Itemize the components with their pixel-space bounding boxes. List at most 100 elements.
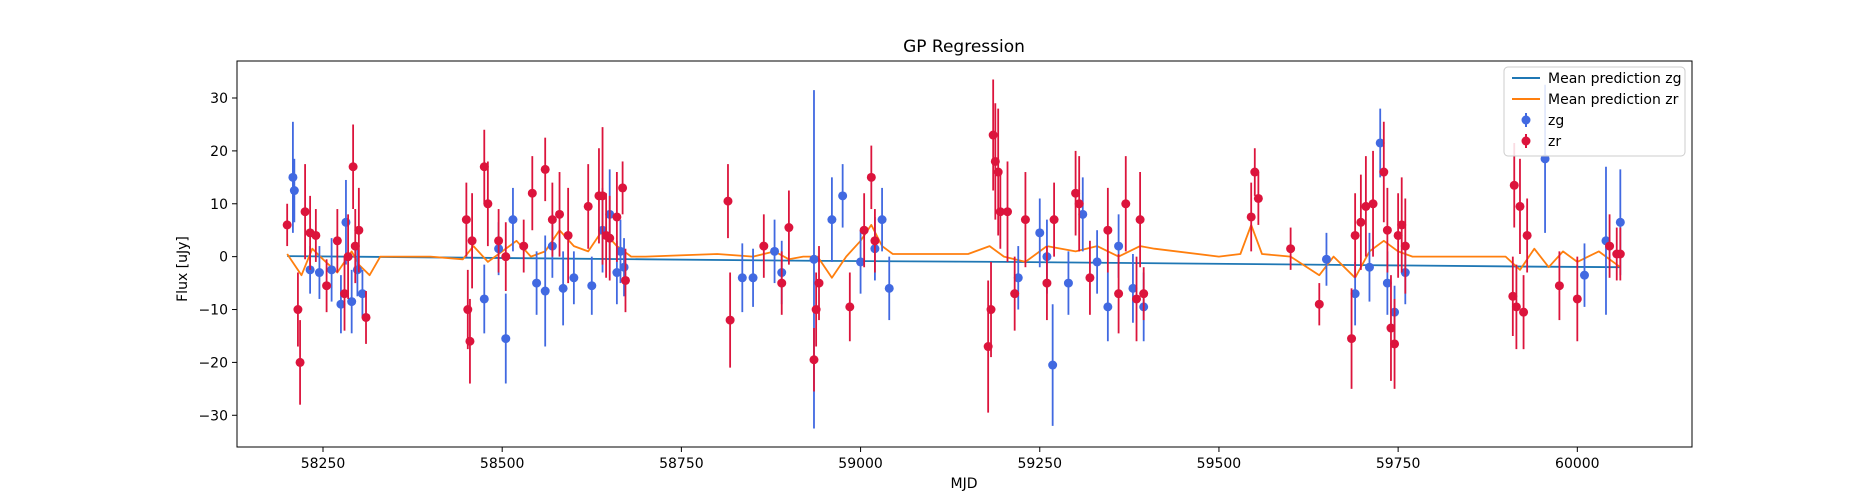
data-point [615, 246, 625, 256]
data-point [587, 281, 597, 291]
data-point [1605, 241, 1615, 251]
data-point [508, 215, 518, 225]
data-point [1382, 278, 1392, 288]
legend-frame [1503, 66, 1686, 157]
data-point [336, 299, 346, 309]
data-point [1511, 302, 1521, 312]
data-point [859, 225, 869, 235]
legend-label-zg-points: zg [1548, 113, 1564, 129]
data-point [501, 334, 511, 344]
data-point [605, 233, 615, 243]
axes: 58250 58500 58750 59000 59250 59500 59750 60000… [198, 60, 1693, 472]
data-point [1286, 244, 1296, 254]
x-tick-label: 58250 [301, 456, 346, 472]
data-point [479, 162, 489, 172]
data-point [1078, 209, 1088, 219]
data-point [620, 275, 630, 285]
data-point [1386, 323, 1396, 333]
data-point [1554, 281, 1564, 291]
data-point [1042, 278, 1052, 288]
y-tick-label: 30 [210, 91, 228, 107]
data-point [856, 257, 866, 267]
data-point [1397, 220, 1407, 230]
data-point [479, 294, 489, 304]
data-point [618, 183, 628, 193]
data-point [1347, 334, 1357, 344]
x-axis-label: MJD [951, 476, 978, 492]
data-point [1400, 241, 1410, 251]
legend-label-zr-points: zr [1548, 134, 1561, 150]
data-point [289, 186, 299, 196]
data-point [1519, 307, 1529, 317]
data-point [866, 172, 876, 182]
data-point [569, 273, 579, 283]
data-point [995, 207, 1005, 217]
data-point [563, 230, 573, 240]
data-point [993, 167, 1003, 177]
y-tick-label: 0 [219, 250, 228, 266]
data-point [547, 215, 557, 225]
data-point [1063, 278, 1073, 288]
data-point [1615, 249, 1625, 259]
data-point [467, 236, 477, 246]
data-point [759, 241, 769, 251]
legend: Mean prediction zg Mean prediction zr zg… [1503, 66, 1686, 157]
data-point [465, 336, 475, 346]
data-point [348, 162, 358, 172]
data-point [1010, 289, 1020, 299]
data-point [1103, 302, 1113, 312]
x-tick-label: 59250 [1017, 456, 1062, 472]
data-point [1074, 199, 1084, 209]
data-point [1356, 217, 1366, 227]
data-point [1314, 299, 1324, 309]
series-points-3 [282, 79, 1625, 413]
data-point [295, 357, 305, 367]
data-point [1382, 225, 1392, 235]
data-point [352, 265, 362, 275]
data-point [1121, 199, 1131, 209]
data-point [282, 220, 292, 230]
data-point [527, 188, 537, 198]
data-point [519, 241, 529, 251]
data-point [341, 217, 351, 227]
data-point [1508, 291, 1518, 301]
data-point [1368, 199, 1378, 209]
data-point [343, 252, 353, 262]
data-point [777, 278, 787, 288]
legend-label-zr-line: Mean prediction zr [1548, 92, 1679, 108]
data-point [1361, 201, 1371, 211]
data-point [723, 196, 733, 206]
data-point [1135, 215, 1145, 225]
data-point [725, 315, 735, 325]
series-line-0 [287, 255, 1621, 269]
data-point [1071, 188, 1081, 198]
data-point [1515, 201, 1525, 211]
data-point [612, 268, 622, 278]
data-point [809, 355, 819, 365]
data-point [322, 281, 332, 291]
data-point [332, 236, 342, 246]
x-tick-label: 60000 [1555, 456, 1600, 472]
data-point [1375, 138, 1385, 148]
data-point [988, 130, 998, 140]
plot-frame [236, 60, 1693, 448]
data-point [1579, 270, 1589, 280]
data-point [1379, 167, 1389, 177]
data-point [461, 215, 471, 225]
data-point [598, 191, 608, 201]
chart-title: GP Regression [903, 37, 1025, 57]
data-point [814, 278, 824, 288]
data-point [1114, 241, 1124, 251]
data-point [340, 289, 350, 299]
data-point [555, 209, 565, 219]
data-point [327, 265, 337, 275]
data-point [612, 212, 622, 222]
data-point [558, 283, 568, 293]
y-tick-label: −20 [198, 355, 228, 371]
y-tick-label: −10 [198, 303, 228, 319]
data-point [357, 289, 367, 299]
data-point [1128, 283, 1138, 293]
data-point [1350, 230, 1360, 240]
data-point [870, 236, 880, 246]
